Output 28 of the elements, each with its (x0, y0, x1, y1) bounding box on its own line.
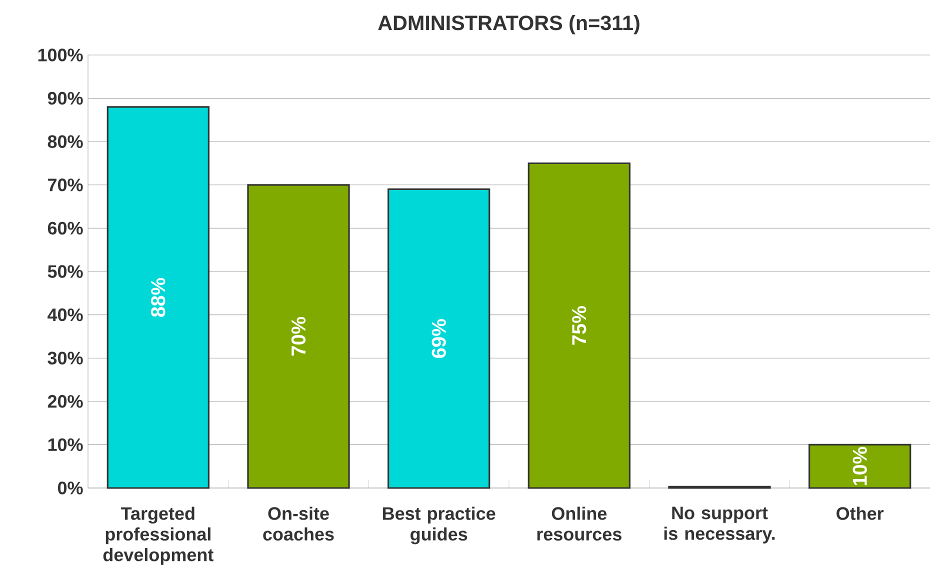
x-tick-label: Best practice guides (383, 506, 496, 544)
y-tick-label: 0% (58, 482, 83, 494)
y-tick-label: 30% (48, 352, 83, 364)
bar (808, 444, 912, 489)
y-tick-label: 100% (38, 48, 83, 62)
y-tick-label: 90% (48, 92, 83, 105)
data-label: 88% (151, 278, 166, 317)
bar (106, 106, 210, 489)
x-tick-label: Other (836, 506, 884, 520)
y-tick-label: 80% (48, 135, 83, 148)
bar (388, 188, 490, 489)
bar (247, 184, 350, 489)
data-label: 69% (432, 319, 446, 358)
y-tick-label: 60% (48, 222, 83, 235)
bar (528, 162, 630, 489)
x-tick-label: On-site coaches (263, 506, 334, 541)
y-tick-label: 70% (48, 178, 83, 192)
y-tick-label: 40% (48, 308, 83, 322)
x-tick-label: Online resources (537, 506, 622, 541)
data-label: 10% (852, 446, 867, 486)
y-tick-label: 20% (48, 395, 83, 408)
chart-title: ADMINISTRATORS (n=311) (378, 15, 640, 34)
x-tick-label: Targeted professional development (103, 506, 214, 565)
data-label: 70% (291, 316, 306, 356)
x-tick-label: No support is necessary. (664, 506, 775, 544)
y-tick-label: 50% (48, 265, 83, 278)
y-tick-label: 10% (48, 438, 83, 452)
data-label: 75% (572, 306, 586, 345)
